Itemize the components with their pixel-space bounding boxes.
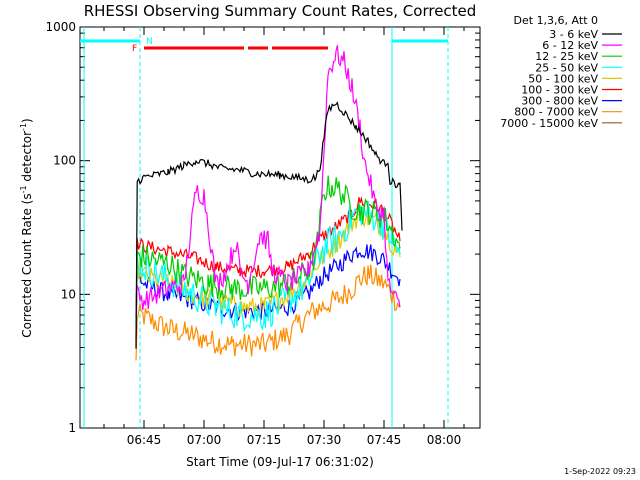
flare-flags: F [132,44,328,54]
series-line [135,200,401,333]
ticks: 06:45 07:00 07:15 07:30 07:45 08:00 1 10 100 1000 [45,20,480,447]
series-line [135,264,401,361]
y-tick-label: 1000 [45,20,76,34]
y-axis-label: Corrected Count Rate (s-1 detector-1) [19,118,34,337]
x-tick-label: 08:00 [427,433,462,447]
series-layer [135,45,403,361]
plot-frame [79,26,481,429]
legend-entry-label: 6 - 12 keV [542,39,598,52]
legend-entry-label: 300 - 800 keV [521,95,598,108]
legend-title: Det 1,3,6, Att 0 [514,14,598,27]
x-tick-label: 07:15 [247,433,282,447]
series-line [135,244,401,338]
chart-title: RHESSI Observing Summary Count Rates, Co… [84,2,477,20]
legend-entry-label: 7000 - 15000 keV [500,117,598,130]
series-line [135,175,401,318]
x-tick-label: 06:45 [127,433,162,447]
legend-entry-label: 50 - 100 keV [528,72,598,85]
night-flag-label: N [146,37,153,47]
night-flags: N [80,37,448,47]
x-tick-label: 07:00 [187,433,222,447]
legend-entry-label: 3 - 6 keV [549,28,598,41]
x-axis-label: Start Time (09-Jul-17 06:31:02) [186,455,374,469]
footer-date: 1-Sep-2022 09:23 [564,467,636,476]
series-line [135,45,401,317]
series-line [135,101,403,349]
x-tick-label: 07:30 [307,433,342,447]
legend-entry-label: 100 - 300 keV [521,84,598,97]
x-tick-label: 07:45 [367,433,402,447]
legend-entry-label: 12 - 25 keV [535,50,598,63]
y-tick-label: 10 [61,287,76,301]
flare-flag-label: F [132,44,137,54]
legend-entry-label: 800 - 7000 keV [514,106,598,119]
y-tick-label: 1 [68,421,76,435]
y-tick-label: 100 [53,154,76,168]
legend-entry-label: 25 - 50 keV [535,61,598,74]
